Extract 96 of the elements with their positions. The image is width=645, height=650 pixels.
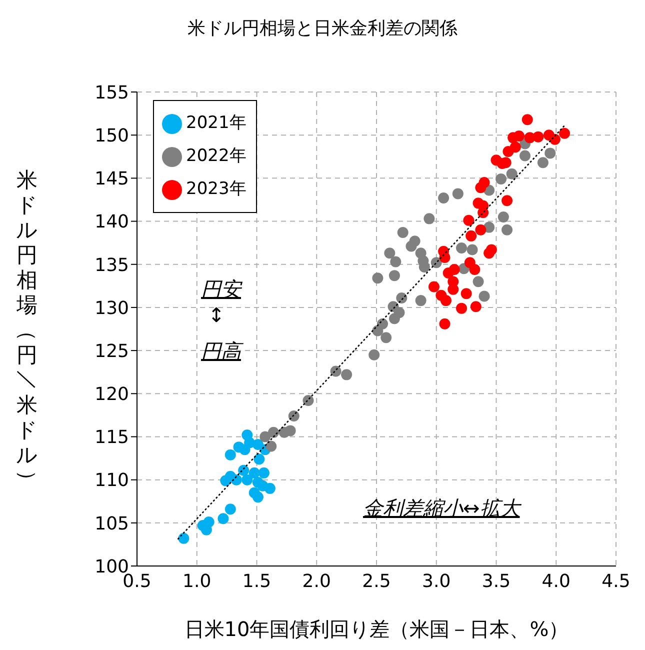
point <box>544 148 556 159</box>
annotation: 円安 <box>201 276 241 303</box>
x-tick-label: 3.0 <box>422 570 451 592</box>
x-tick-label: 2.0 <box>302 570 331 592</box>
point <box>409 236 420 247</box>
point <box>543 130 554 141</box>
chart-title: 米ドル円相場と日米金利差の関係 <box>186 17 458 40</box>
point <box>257 480 268 492</box>
point <box>428 281 440 292</box>
y-tick-label: 130 <box>94 298 129 319</box>
point <box>396 292 408 304</box>
point <box>341 369 352 380</box>
point <box>284 425 296 436</box>
point <box>524 132 536 144</box>
y-tick-label: 105 <box>94 513 129 534</box>
point <box>439 318 450 330</box>
x-tick-label: 3.5 <box>482 570 511 592</box>
point <box>224 449 236 460</box>
point <box>260 431 271 442</box>
point <box>486 244 497 256</box>
point <box>238 464 250 476</box>
point <box>380 332 392 344</box>
point <box>415 295 426 306</box>
point <box>506 168 518 180</box>
y-tick-label: 110 <box>94 470 129 492</box>
point <box>230 474 242 486</box>
legend-label: 2023年 <box>186 178 246 201</box>
point <box>537 157 548 168</box>
point <box>456 302 468 314</box>
point <box>470 301 482 312</box>
point <box>508 132 519 144</box>
point <box>372 272 384 284</box>
x-tick-label: 1.5 <box>242 570 272 592</box>
y-tick-label: 125 <box>94 340 129 362</box>
point <box>448 264 460 276</box>
point <box>248 467 260 478</box>
point <box>424 213 435 224</box>
point <box>478 290 490 302</box>
annotation: 金利差縮小↔拡大 <box>363 495 520 522</box>
x-tick-label: 1.0 <box>182 570 212 592</box>
y-tick-label: 155 <box>94 82 129 104</box>
point <box>302 395 314 406</box>
point <box>438 192 450 204</box>
point <box>178 532 190 544</box>
y-tick-label: 150 <box>94 125 129 146</box>
point <box>478 176 490 188</box>
legend-label: 2021年 <box>186 112 246 135</box>
point <box>388 301 399 312</box>
point <box>390 256 402 268</box>
point <box>268 426 280 438</box>
point <box>502 224 513 236</box>
x-axis-title: 日米10年国債利回り差（米国－日本、%） <box>183 616 570 643</box>
y-tick-label: 115 <box>94 427 129 448</box>
point <box>224 504 236 515</box>
point <box>498 211 509 222</box>
point <box>288 410 300 422</box>
point <box>397 226 408 238</box>
point <box>463 214 474 226</box>
y-tick-label: 145 <box>94 168 129 190</box>
point <box>254 454 265 465</box>
point <box>496 174 507 185</box>
x-tick-label: 4.5 <box>602 570 630 592</box>
y-tick-label: 135 <box>94 254 129 276</box>
point <box>472 276 484 288</box>
point <box>519 150 530 162</box>
point <box>388 270 400 282</box>
point <box>452 188 464 200</box>
point <box>502 146 514 157</box>
point <box>440 295 452 306</box>
point <box>466 230 477 242</box>
point <box>376 318 388 330</box>
x-tick-label: 4.0 <box>542 570 570 592</box>
point <box>266 440 277 452</box>
point <box>252 492 264 503</box>
point <box>502 195 513 206</box>
annotation: 円高 <box>201 338 241 365</box>
y-tick-label: 140 <box>94 212 129 233</box>
point <box>559 128 570 139</box>
point <box>368 349 380 360</box>
point <box>475 224 486 236</box>
point <box>218 513 229 524</box>
point <box>522 114 533 126</box>
point <box>466 244 478 256</box>
point <box>203 516 214 528</box>
annotation: ↕ <box>208 303 225 327</box>
point <box>384 248 396 259</box>
x-tick-label: 2.5 <box>362 570 391 592</box>
legend-label: 2022年 <box>186 145 246 168</box>
point <box>456 242 468 254</box>
point <box>469 264 480 276</box>
point <box>258 467 270 478</box>
point <box>242 474 253 486</box>
point <box>330 366 342 377</box>
point <box>460 288 472 300</box>
text: 米ドル円相場（円／米ドル） <box>16 168 40 491</box>
y-tick-label: 120 <box>94 384 129 406</box>
